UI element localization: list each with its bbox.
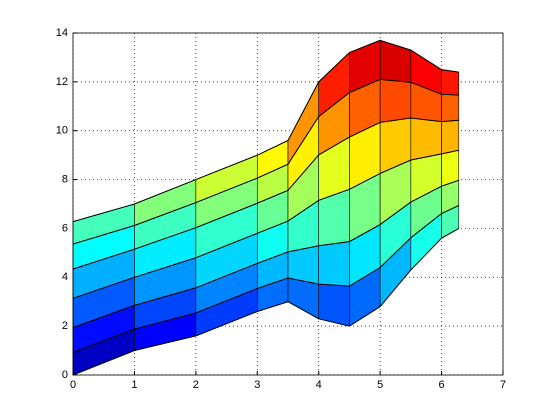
surface-patch	[379, 79, 412, 123]
x-tick-label: 5	[377, 379, 383, 391]
y-tick-label: 0	[62, 369, 68, 381]
x-tick-label: 2	[193, 379, 199, 391]
surface-patch	[287, 245, 320, 285]
surface-patch	[410, 117, 442, 161]
x-tick-label: 6	[439, 379, 445, 391]
x-tick-label: 7	[500, 379, 506, 391]
y-tick-label: 10	[56, 125, 68, 137]
mesh-line	[72, 117, 459, 270]
surface-patch	[441, 119, 460, 155]
y-tick-label: 12	[56, 76, 68, 88]
x-tick-label: 3	[254, 379, 260, 391]
y-tick-label: 6	[62, 222, 68, 234]
y-tick-label: 2	[62, 320, 68, 332]
mesh-line	[72, 149, 459, 299]
mesh-line	[72, 39, 459, 223]
plot-frame	[72, 32, 504, 376]
surface-patch	[441, 69, 460, 96]
x-tick-label: 1	[131, 379, 137, 391]
y-tick-label: 4	[62, 271, 68, 283]
mesh-line	[72, 205, 459, 353]
mesh-line	[72, 78, 459, 245]
x-tick-label: 0	[70, 379, 76, 391]
x-tick-label: 4	[316, 379, 322, 391]
y-tick-label: 8	[62, 173, 68, 185]
mesh-line	[72, 227, 460, 376]
surface-patch	[318, 241, 350, 287]
y-tick-label: 14	[56, 27, 68, 39]
surface-patch	[441, 94, 460, 123]
mesh-line	[72, 179, 459, 329]
